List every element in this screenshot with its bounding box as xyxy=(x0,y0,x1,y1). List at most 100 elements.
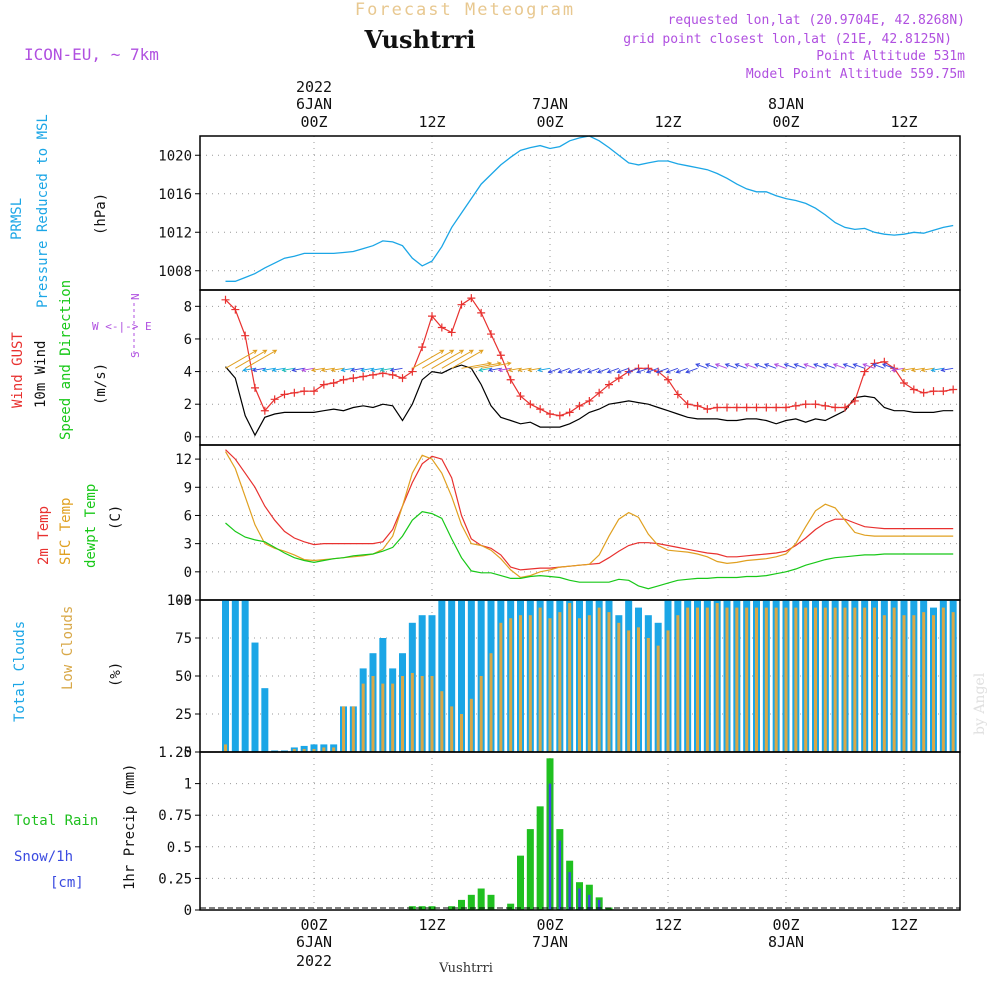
wind-gust-point xyxy=(565,408,574,417)
wind-direction-arrow xyxy=(369,367,383,373)
low-clouds-bar xyxy=(332,747,336,752)
wind-direction-arrow xyxy=(675,367,688,374)
total-clouds-bar xyxy=(251,642,259,752)
wind-gust-point xyxy=(762,403,771,412)
low-clouds-bar xyxy=(882,615,886,752)
label-wind-gust: Wind GUST xyxy=(10,332,26,408)
wind-direction-arrow xyxy=(842,363,856,369)
wind-direction-arrow xyxy=(803,363,816,369)
label-10m-wind: 10m Wind xyxy=(33,341,49,408)
wind-direction-arrow xyxy=(734,363,747,369)
wind-direction-arrow xyxy=(431,349,465,369)
wind-gust-point xyxy=(457,300,466,309)
total-clouds-bar xyxy=(300,745,308,752)
wind-direction-arrow xyxy=(301,367,315,373)
wind-direction-arrow xyxy=(636,367,649,374)
low-clouds-bar xyxy=(489,653,493,752)
low-clouds-bar xyxy=(843,607,847,752)
low-clouds-bar xyxy=(430,676,434,752)
wind-gust-point xyxy=(516,392,525,401)
label-2m-temp: 2m Temp xyxy=(36,506,52,565)
label-speed-direction: Speed and Direction xyxy=(58,280,74,440)
low-clouds-bar xyxy=(617,622,621,752)
wind-direction-arrow xyxy=(822,363,836,369)
low-clouds-bar xyxy=(479,676,483,752)
low-clouds-bar xyxy=(951,612,955,752)
top-hour-label: 12Z xyxy=(418,113,445,131)
low-clouds-bar xyxy=(381,683,385,752)
low-clouds-bar xyxy=(312,748,316,752)
clouds-ytick-label: 50 xyxy=(175,669,192,685)
wind-gust-point xyxy=(477,308,486,317)
wind-gust-point xyxy=(772,403,781,412)
wind-direction-arrow xyxy=(862,363,875,369)
precip-ytick-label: 0.25 xyxy=(158,871,192,887)
low-clouds-bar xyxy=(853,607,857,752)
top-date-8jan: 8JAN xyxy=(768,95,804,113)
low-clouds-bar xyxy=(902,615,906,752)
low-clouds-bar xyxy=(391,683,395,752)
wind-gust-point xyxy=(496,351,505,360)
wind-gust-point xyxy=(260,406,269,415)
temperature-frame xyxy=(199,444,961,601)
low-clouds-bar xyxy=(401,676,404,752)
wind-direction-arrow xyxy=(616,367,629,374)
wind-direction-arrow xyxy=(596,367,610,374)
product-title: Forecast Meteogram xyxy=(355,0,575,20)
low-clouds-bar xyxy=(420,676,424,752)
wind-direction-arrow xyxy=(310,367,324,373)
wind-gust-point xyxy=(614,374,623,383)
wind-direction-arrow xyxy=(930,367,944,373)
wind-direction-arrow xyxy=(754,363,767,369)
low-clouds-bar xyxy=(922,612,926,752)
wind-gust-point xyxy=(732,403,741,412)
low-clouds-bar xyxy=(302,748,306,752)
wind-gust-point xyxy=(369,370,377,379)
wind-gust-point xyxy=(860,367,869,376)
wind-direction-arrow xyxy=(547,367,561,374)
wind-direction-arrow xyxy=(242,367,256,373)
rain-bar xyxy=(526,829,534,910)
wind-gust-point xyxy=(831,403,840,412)
top-hour-label: 00Z xyxy=(300,113,327,131)
precip-ytick-label: 0 xyxy=(184,903,192,919)
location-title: Vushtrri xyxy=(364,25,476,54)
wind-direction-arrow xyxy=(695,363,708,369)
low-clouds-bar xyxy=(823,607,827,752)
wind-direction-arrow xyxy=(852,363,865,369)
label-pressure-unit: (hPa) xyxy=(93,193,109,235)
wind-direction-arrow xyxy=(665,367,679,374)
label-total-clouds: Total Clouds xyxy=(12,621,28,722)
wind-direction-arrow xyxy=(586,367,600,374)
label-precip-unit: 1hr Precip (mm) xyxy=(122,764,138,890)
wind-ytick-label: 2 xyxy=(184,397,192,413)
wind-gust-point xyxy=(742,403,751,412)
rain-bar xyxy=(448,906,456,910)
pressure-panel: 1008 1012 1016 1020 xyxy=(158,135,960,290)
low-clouds-bar xyxy=(705,607,709,752)
low-clouds-bar xyxy=(568,603,572,752)
snow-bar xyxy=(558,840,562,910)
wind-gust-point xyxy=(231,305,240,314)
rain-bar xyxy=(605,907,613,910)
top-hour-label: 00Z xyxy=(536,113,563,131)
snow-bar xyxy=(578,888,581,910)
wind-gust-point xyxy=(841,403,849,412)
low-clouds-bar xyxy=(892,607,896,752)
bottom-hour-label: 00Z xyxy=(536,916,563,934)
temp-dewpt-line xyxy=(225,511,954,590)
clouds-ytick-label: 75 xyxy=(175,631,192,647)
low-clouds-bar xyxy=(224,744,227,752)
wind-direction-arrow xyxy=(940,367,954,373)
wind-direction-arrow xyxy=(235,349,268,369)
wind-gust-point xyxy=(801,400,810,409)
label-wind-unit: (m/s) xyxy=(93,363,109,405)
snow-bar xyxy=(548,783,552,910)
compass-s: S xyxy=(129,351,142,358)
wind-gust-point xyxy=(329,379,338,387)
wind-direction-arrow xyxy=(891,367,905,373)
wind-direction-arrow xyxy=(360,367,374,373)
rain-bar xyxy=(536,806,544,910)
wind-direction-arrow xyxy=(244,349,278,369)
low-clouds-bar xyxy=(637,627,640,752)
